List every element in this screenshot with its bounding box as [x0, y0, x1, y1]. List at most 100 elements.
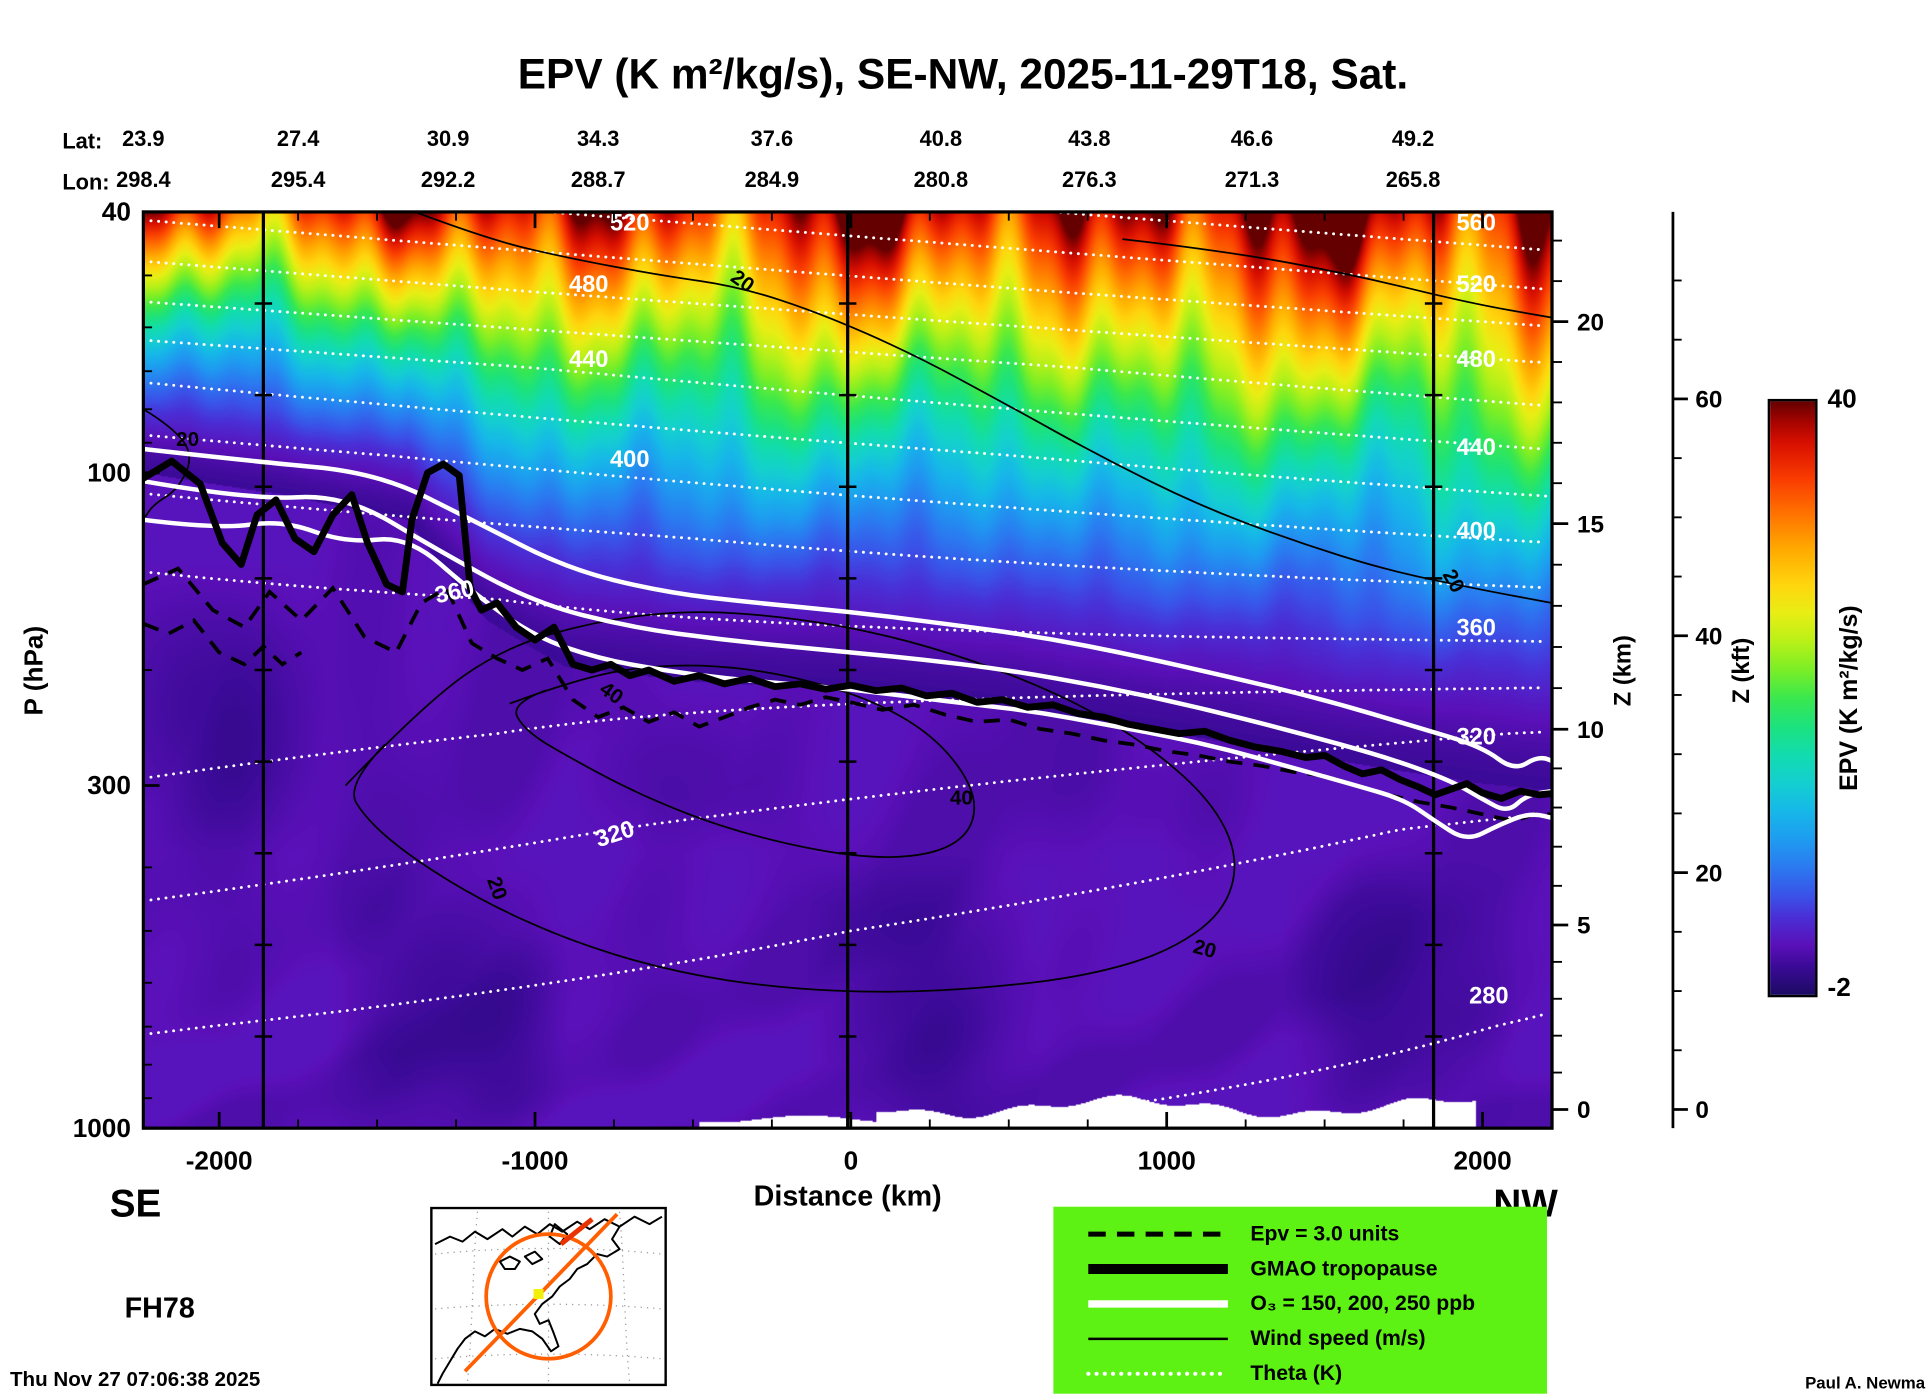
p-tick-label: 40 [102, 197, 131, 227]
wind-speed-label: 40 [595, 677, 627, 709]
lon-value: 288.7 [571, 167, 626, 192]
z-km-tick-label: 10 [1577, 717, 1604, 744]
map-graticule [435, 1353, 662, 1360]
theta-label: 400 [1456, 519, 1495, 545]
lon-value: 284.9 [745, 167, 800, 192]
map-graticule [434, 1247, 663, 1255]
lat-axis-prefix: Lat: [62, 128, 103, 154]
waypoint-lines [254, 211, 1443, 1129]
z-kft-axis-title: Z (kft) [1729, 637, 1756, 704]
theta-contour-line [143, 812, 1548, 1036]
lon-value: 276.3 [1062, 167, 1117, 192]
tropopause-line [143, 457, 1553, 802]
wind-contour-line [344, 611, 1236, 993]
theta-label: 480 [569, 272, 609, 298]
wind-contour-line [1122, 238, 1553, 319]
theta-label: 320 [592, 816, 638, 853]
theta-label: 280 [1469, 983, 1509, 1009]
theta-contour-line [143, 338, 1548, 451]
x-tick-label: 0 [844, 1145, 859, 1175]
lat-value: 23.9 [122, 126, 164, 151]
legend: Epv = 3.0 units GMAO tropopause O₃ = 150, … [1053, 1206, 1548, 1394]
wind-contour-line [509, 664, 976, 858]
theta-contour-line [143, 300, 1548, 408]
map-graticule [466, 1211, 479, 1382]
legend-item-label: Epv = 3.0 units [1250, 1221, 1400, 1246]
theta-contour-line [143, 433, 1548, 544]
legend-item: Theta (K) [1083, 1356, 1547, 1391]
wind-speed-label: 40 [950, 787, 973, 810]
wind-speed-label: 20 [482, 874, 511, 903]
z-kft-tick-label: 0 [1695, 1097, 1709, 1124]
theta-contour-line [546, 211, 1548, 291]
lat-value: 49.2 [1392, 126, 1434, 151]
theta-contour-line [143, 218, 1548, 328]
x-tick-label: -1000 [502, 1145, 569, 1175]
p-tick-label: 300 [87, 770, 131, 800]
footer-credit: Paul A. Newman (NASA [1805, 1373, 1926, 1393]
theta-contour-line [143, 730, 1548, 903]
map-graticule [435, 1303, 662, 1310]
legend-line-sample [1088, 1337, 1228, 1341]
theta-contour-line [1051, 211, 1548, 252]
legend-item: Wind speed (m/s) [1083, 1321, 1547, 1356]
wind-speed-label: 20 [176, 428, 199, 451]
wind-speed-label: 20 [1438, 565, 1469, 596]
legend-item: Epv = 3.0 units [1083, 1217, 1547, 1252]
colorbar-gradient [1770, 401, 1816, 995]
lon-value: 280.8 [914, 167, 969, 192]
theta-label: 360 [433, 576, 477, 610]
theta-label: 400 [610, 447, 649, 473]
colorbar-max-label: 40 [1827, 385, 1857, 414]
lon-value: 271.3 [1225, 167, 1280, 192]
lat-value: 34.3 [577, 126, 619, 151]
theta-contour-line [143, 381, 1548, 498]
lon-value: 298.4 [116, 167, 171, 192]
theta-label: 560 [1456, 211, 1495, 237]
map-coastline [434, 1215, 663, 1245]
colorbar-title: EPV (K m²/kg/s) [1835, 605, 1864, 791]
legend-line-sample [1088, 1264, 1228, 1275]
theta-contour-line [950, 1012, 1548, 1129]
theta-contours [143, 211, 1548, 1129]
lon-value: 265.8 [1386, 167, 1441, 192]
theta-contour-line [143, 686, 1548, 780]
x-tick-label: -2000 [186, 1145, 253, 1175]
theta-label: 360 [1456, 615, 1495, 641]
z-km-tick-label: 0 [1577, 1097, 1591, 1124]
map-coastline [498, 1255, 521, 1271]
legend-line-sample [1088, 1231, 1228, 1237]
z-kft-tick-label: 40 [1695, 623, 1722, 650]
z-km-axis-title: Z (km) [1610, 635, 1637, 707]
lon-axis-prefix: Lon: [62, 169, 110, 195]
theta-contour-line [143, 570, 1548, 643]
legend-item: O₃ = 150, 200, 250 ppb [1083, 1286, 1547, 1321]
top-axis-labels: 23.9 298.4 27.4 295.4 30.9 292.2 34.3 288.7 37.6… [116, 126, 1440, 192]
ozone-line [143, 446, 1553, 769]
lat-value: 37.6 [751, 126, 793, 151]
legend-item-label: Wind speed (m/s) [1250, 1326, 1426, 1351]
z-km-tick-label: 5 [1577, 913, 1591, 940]
forecast-hour-label: FH78 [124, 1291, 195, 1324]
corner-label-se: SE [109, 1181, 162, 1226]
z-kft-tick-label: 20 [1695, 860, 1722, 887]
z-km-tick-label: 20 [1577, 309, 1604, 336]
lon-value: 292.2 [421, 167, 476, 192]
x-tick-label: 2000 [1453, 1145, 1511, 1175]
chart-title: EPV (K m²/kg/s), SE-NW, 2025-11-29T18, S… [517, 51, 1409, 99]
wind-speed-contours [143, 211, 1553, 993]
map-coastline [523, 1250, 544, 1266]
map-graticule [618, 1211, 631, 1382]
map-center-marker [533, 1288, 544, 1299]
footer-timestamp: Thu Nov 27 07:06:38 2025 [9, 1368, 261, 1392]
map-range-circle [484, 1232, 613, 1361]
p-tick-label: 100 [87, 457, 131, 487]
legend-item-label: GMAO tropopause [1250, 1256, 1438, 1281]
lat-value: 27.4 [277, 126, 319, 151]
map-coastline [436, 1226, 621, 1385]
colorbar-min-label: -2 [1827, 973, 1851, 1003]
legend-item-label: O₃ = 150, 200, 250 ppb [1250, 1291, 1476, 1316]
wind-contour-line [414, 211, 1553, 604]
